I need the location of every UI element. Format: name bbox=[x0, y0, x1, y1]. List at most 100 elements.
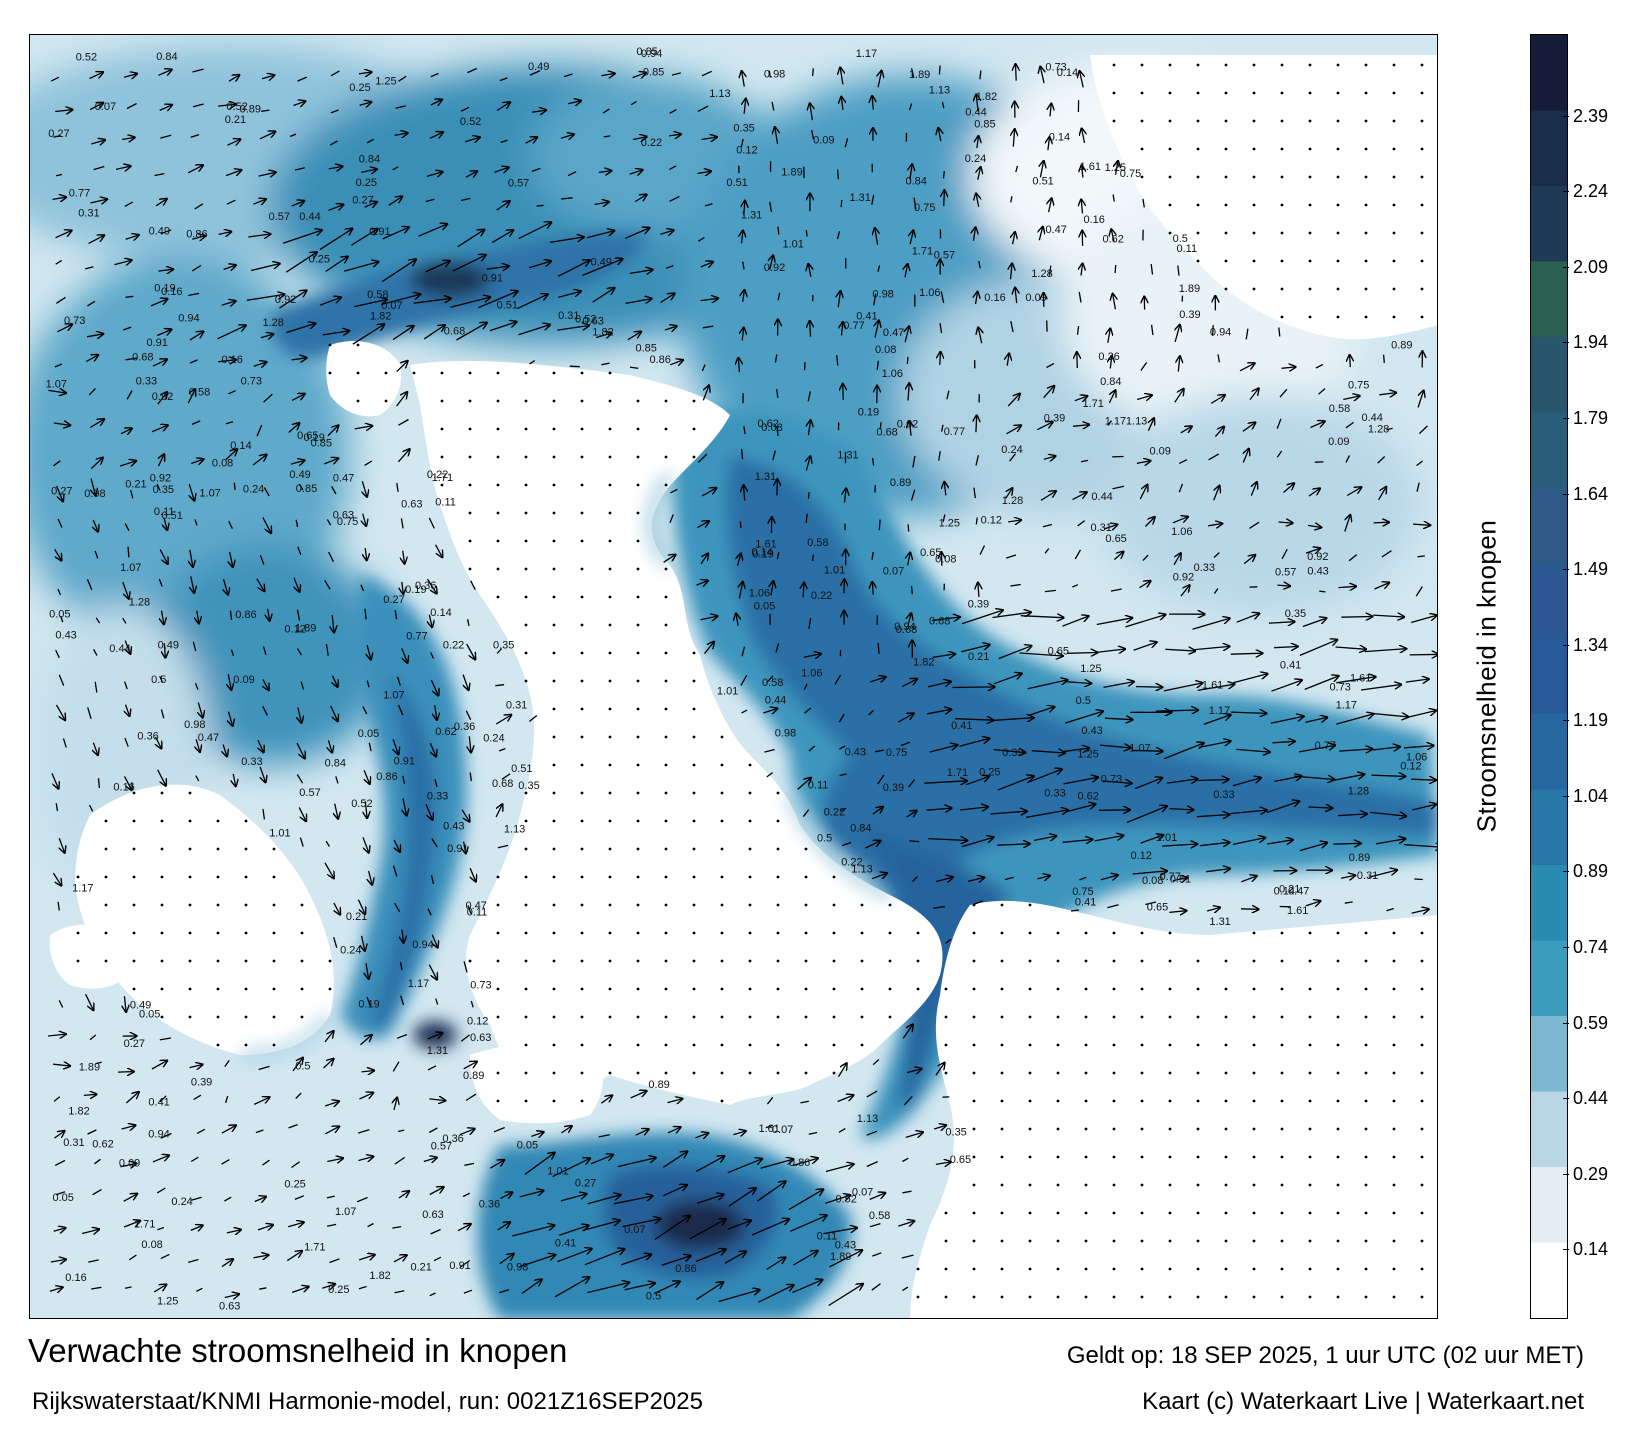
current-arrow bbox=[1240, 909, 1259, 910]
zero-current-dot bbox=[1028, 1099, 1032, 1103]
zero-current-dot bbox=[1000, 1155, 1004, 1159]
current-arrow bbox=[160, 229, 172, 235]
zero-current-dot bbox=[1420, 1043, 1424, 1047]
zero-current-dot bbox=[524, 455, 528, 459]
zero-current-dot bbox=[188, 903, 192, 907]
current-arrow bbox=[871, 457, 875, 466]
zero-current-dot bbox=[1280, 987, 1284, 991]
speed-value-label: 0.19 bbox=[858, 407, 879, 419]
speed-value-label: 0.09 bbox=[1328, 436, 1349, 448]
zero-current-dot bbox=[664, 903, 668, 907]
zero-current-dot bbox=[1140, 1183, 1144, 1187]
speed-value-label: 0.41 bbox=[856, 310, 877, 322]
speed-value-label: 0.41 bbox=[555, 1238, 576, 1250]
zero-current-dot bbox=[468, 511, 472, 515]
speed-value-label: 1.01 bbox=[1156, 832, 1177, 844]
speed-value-label: 0.21 bbox=[346, 911, 367, 923]
current-arrow bbox=[497, 844, 509, 849]
current-arrow bbox=[325, 257, 348, 273]
current-arrow bbox=[806, 456, 810, 471]
current-arrow bbox=[428, 517, 435, 529]
zero-current-dot bbox=[160, 847, 164, 851]
current-arrow bbox=[59, 837, 64, 853]
zero-current-dot bbox=[664, 987, 668, 991]
zero-current-dot bbox=[160, 959, 164, 963]
current-arrow bbox=[1039, 227, 1043, 241]
zero-current-dot bbox=[160, 819, 164, 823]
current-arrow bbox=[1172, 517, 1188, 524]
speed-value-label: 0.65 bbox=[920, 547, 941, 559]
current-arrow bbox=[978, 583, 979, 597]
current-arrow bbox=[122, 326, 132, 331]
speed-value-label: 1.31 bbox=[837, 449, 858, 461]
zero-current-dot bbox=[1252, 987, 1256, 991]
zero-current-dot bbox=[1112, 987, 1116, 991]
current-arrow bbox=[261, 75, 274, 79]
zero-current-dot bbox=[244, 959, 248, 963]
zero-current-dot bbox=[1196, 175, 1200, 179]
zero-current-dot bbox=[216, 1043, 220, 1047]
zero-current-dot bbox=[1000, 1211, 1004, 1215]
zero-current-dot bbox=[636, 567, 640, 571]
zero-current-dot bbox=[692, 959, 696, 963]
zero-current-dot bbox=[1028, 1071, 1032, 1075]
zero-current-dot bbox=[664, 875, 668, 879]
speed-value-label: 1.31 bbox=[1209, 916, 1230, 928]
speed-value-label: 0.31 bbox=[78, 208, 99, 220]
current-arrow bbox=[1148, 418, 1154, 431]
speed-value-label: 1.17 bbox=[1336, 699, 1357, 711]
zero-current-dot bbox=[860, 931, 864, 935]
speed-value-label: 0.49 bbox=[130, 999, 151, 1011]
zero-current-dot bbox=[1420, 959, 1424, 963]
zero-current-dot bbox=[1196, 119, 1200, 123]
current-arrow bbox=[979, 545, 986, 555]
current-arrow bbox=[467, 67, 477, 74]
zero-current-dot bbox=[524, 1015, 528, 1019]
zero-current-dot bbox=[916, 1267, 920, 1271]
zero-current-dot bbox=[1000, 1099, 1004, 1103]
speed-value-label: 0.33 bbox=[1194, 562, 1215, 574]
speed-value-label: 0.44 bbox=[1362, 412, 1383, 424]
zero-current-dot bbox=[664, 1043, 668, 1047]
speed-value-label: 0.77 bbox=[406, 630, 427, 642]
zero-current-dot bbox=[608, 931, 612, 935]
current-arrow bbox=[567, 101, 581, 104]
current-arrow bbox=[800, 1100, 809, 1104]
current-arrow bbox=[388, 196, 402, 206]
zero-current-dot bbox=[1056, 1239, 1060, 1243]
zero-current-dot bbox=[1196, 1043, 1200, 1047]
current-arrow bbox=[188, 1258, 199, 1264]
speed-value-label: 0.43 bbox=[443, 820, 464, 832]
current-arrow bbox=[1108, 390, 1115, 404]
current-arrow bbox=[159, 549, 168, 565]
current-arrow bbox=[1113, 294, 1116, 310]
current-arrow bbox=[286, 1251, 302, 1262]
zero-current-dot bbox=[160, 987, 164, 991]
current-arrow bbox=[1169, 911, 1186, 913]
current-arrow bbox=[695, 1156, 724, 1172]
current-arrow bbox=[225, 449, 237, 460]
current-arrow bbox=[158, 578, 163, 587]
zero-current-dot bbox=[1364, 231, 1368, 235]
zero-current-dot bbox=[1224, 1099, 1228, 1103]
zero-current-dot bbox=[1140, 1239, 1144, 1243]
current-speed-map[interactable]: 0.41 0.31 0.5 0.25 0.12 0.14 0.22 0.05 0.47 0.51 0… bbox=[29, 34, 1438, 1319]
current-arrow bbox=[777, 479, 778, 496]
current-arrow bbox=[229, 610, 233, 620]
zero-current-dot bbox=[608, 763, 612, 767]
current-arrow bbox=[466, 618, 470, 627]
current-arrow bbox=[126, 390, 133, 400]
speed-value-label: 0.35 bbox=[1285, 608, 1306, 620]
current-arrow bbox=[260, 766, 265, 782]
zero-current-dot bbox=[1140, 119, 1144, 123]
current-arrow bbox=[224, 1294, 239, 1297]
zero-current-dot bbox=[1084, 931, 1088, 935]
current-arrow bbox=[288, 423, 300, 433]
current-arrow bbox=[90, 458, 103, 470]
zero-current-dot bbox=[1252, 1099, 1256, 1103]
zero-current-dot bbox=[1196, 1127, 1200, 1131]
current-arrow bbox=[701, 488, 716, 497]
zero-current-dot bbox=[496, 931, 500, 935]
zero-current-dot bbox=[300, 903, 304, 907]
zero-current-dot bbox=[1112, 959, 1116, 963]
